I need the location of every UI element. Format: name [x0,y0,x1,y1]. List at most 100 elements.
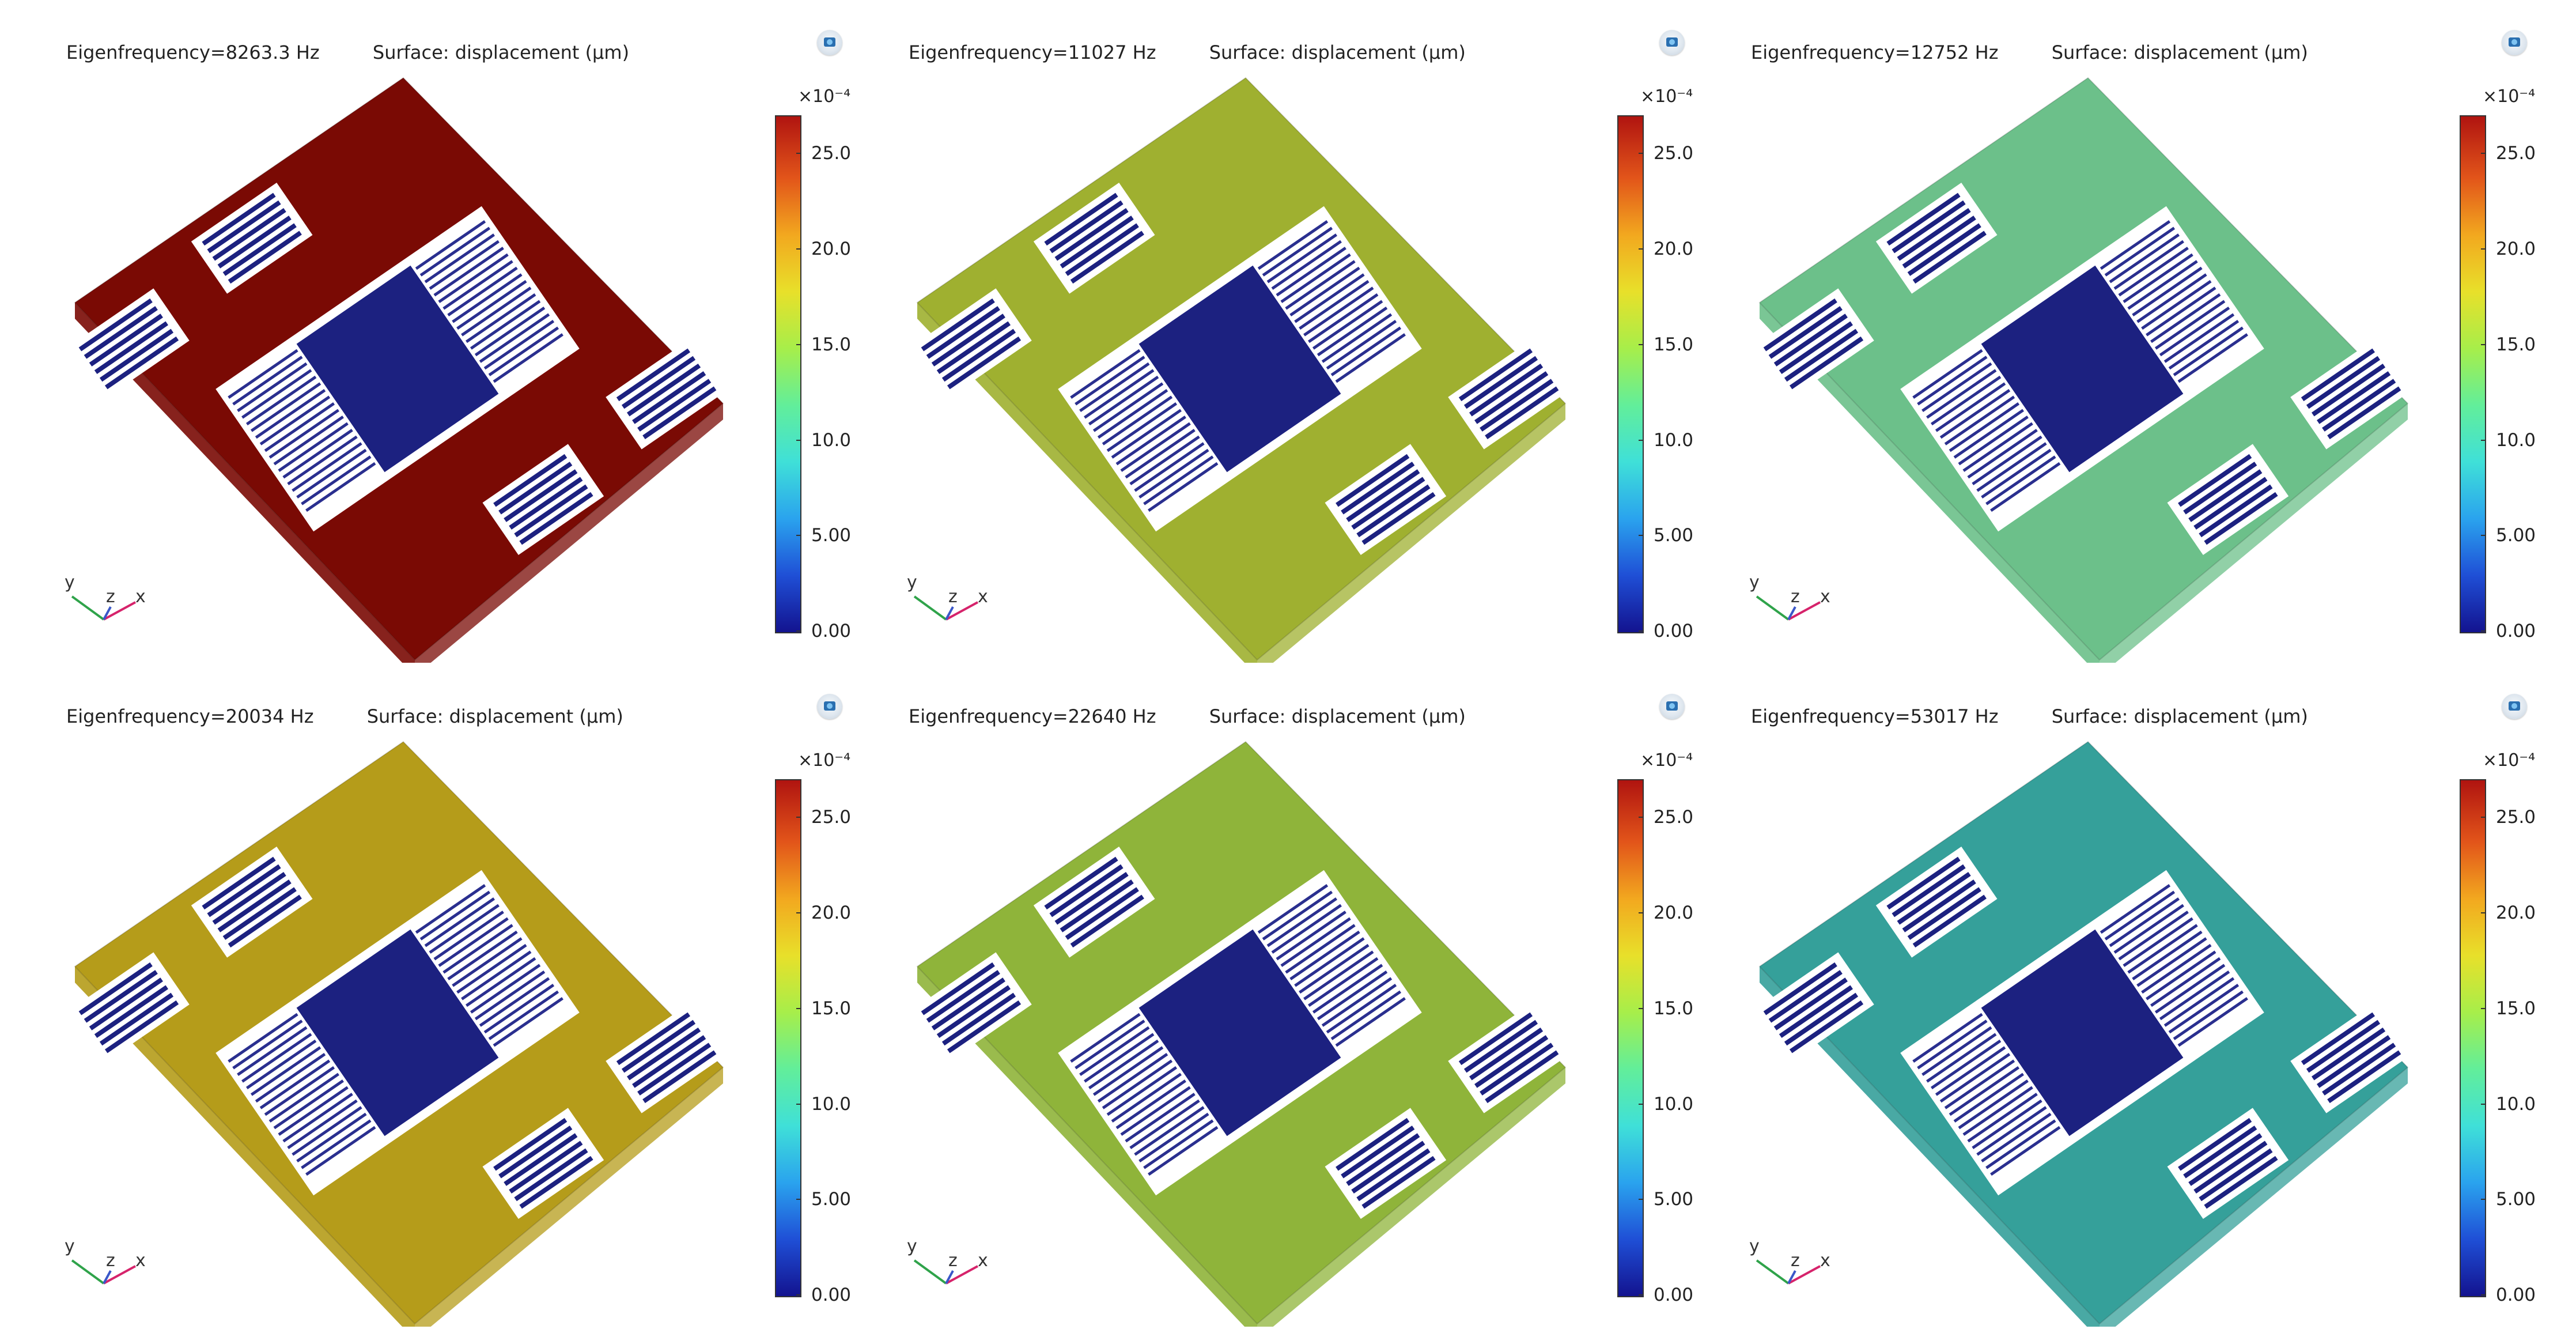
camera-view-icon[interactable] [1659,30,1685,55]
plate-edge [415,1067,723,1327]
axis-label-x: x [978,587,988,607]
spring-beam [504,469,578,522]
colorbar-exponent: ×10⁻⁴ [2483,750,2536,771]
eigenfrequency-label: Eigenfrequency=12752 Hz [1751,41,1999,63]
panel-title: Eigenfrequency=12752 Hz Surface: displac… [1751,41,2308,63]
spring-beam [1902,216,1976,269]
colorbar-tick-label: 10.0 [1654,1093,1694,1115]
axis-label-y: y [907,572,917,592]
camera-view-icon[interactable] [1659,694,1685,719]
eigenfrequency-label: Eigenfrequency=11027 Hz [909,41,1156,63]
axis-z [945,606,954,620]
surface-label: Surface: displacement (µm) [2051,705,2308,727]
proof-mass [1138,265,1341,473]
comb-fingers [228,220,563,512]
spring-beam [2306,1019,2381,1073]
axis-triad: y z x [907,1236,988,1285]
colorbar [775,779,801,1297]
spring-beam [78,298,153,352]
colorbar-tick-mark [1639,912,1643,914]
surface-label: Surface: displacement (µm) [372,41,630,63]
colorbar-tick-label: 10.0 [1654,429,1694,451]
colorbar-tick-mark [796,1103,801,1105]
colorbar-tick-mark [1639,439,1643,441]
camera-view-icon[interactable] [817,694,842,719]
spring-beam [921,298,995,352]
spring-beam [1469,1027,1544,1081]
colorbar-tick-label: 5.00 [811,525,852,546]
colorbar-tick-mark [2481,1294,2486,1296]
colorbar-tick-label: 20.0 [1654,239,1694,260]
colorbar-exponent: ×10⁻⁴ [1640,750,1693,771]
spring-beam [637,379,712,432]
colorbar-tick-label: 25.0 [2496,807,2536,828]
spring-beam [1784,992,1859,1046]
spring-beam [1789,336,1864,390]
spring-beam [2193,1141,2268,1194]
spring-beam [2301,348,2375,402]
spring-beam [2301,1012,2375,1066]
spring-beam [1897,207,1971,261]
plate-edge [1257,1067,1565,1327]
axis-triad: y z x [1749,1236,1830,1285]
colorbar-tick-label: 15.0 [1654,998,1694,1019]
spring-beam [1060,216,1134,269]
axis-label-y: y [1749,1236,1760,1256]
spring-beam [1044,192,1118,246]
spring-beam [936,985,1011,1039]
axis-label-x: x [1820,1251,1830,1271]
spring-beam [222,223,297,276]
spring-beam [2183,1126,2257,1179]
spring-beam [1912,231,1987,284]
colorbar-tick-label: 25.0 [811,143,852,164]
plate-edge [917,966,1257,1327]
spring-beam [1480,1043,1554,1096]
plate-edge [1760,303,2100,663]
plate-edge [75,303,415,663]
spring-beam [1054,871,1129,925]
comb-fingers [228,883,563,1176]
colorbar-tick-mark [796,248,801,250]
surface-label: Surface: displacement (µm) [2051,41,2308,63]
colorbar-exponent: ×10⁻⁴ [798,750,851,771]
camera-view-icon[interactable] [2502,30,2527,55]
axis-label-z: z [1791,1251,1800,1271]
spring-beam [947,336,1022,390]
axis-z [103,1270,112,1284]
colorbar-tick-label: 15.0 [1654,334,1694,355]
colorbar-tick-label: 0.00 [1654,1285,1694,1305]
camera-view-icon[interactable] [2502,694,2527,719]
spring-beam [1763,298,1837,352]
axis-y [913,595,947,621]
spring-beam [621,1019,696,1073]
colorbar-tick-label: 0.00 [1654,621,1694,641]
axis-z [945,1270,954,1284]
colorbar-tick-mark [2481,343,2486,345]
spring-beam [1779,985,1853,1039]
colorbar-tick-mark [1639,153,1643,154]
spring-beam [514,1148,588,1202]
spring-beam [1784,328,1859,382]
colorbar-tick-label: 5.00 [811,1189,852,1210]
colorbar-tick-mark [1639,1294,1643,1296]
spring-beam [926,970,1000,1023]
axis-label-z: z [1791,587,1800,607]
colorbar-tick-mark [1639,1103,1643,1105]
colorbar-exponent: ×10⁻⁴ [1640,86,1693,107]
axis-y [1756,595,1790,621]
spring-beam [94,985,168,1039]
colorbar-tick-label: 15.0 [811,334,852,355]
axis-label-z: z [106,1251,115,1271]
spring-beam [1044,856,1118,910]
spring-beam [1474,371,1549,424]
colorbar-tick-label: 15.0 [811,998,852,1019]
colorbar-tick-mark [796,817,801,818]
colorbar-tick-label: 25.0 [1654,807,1694,828]
camera-view-icon[interactable] [817,30,842,55]
spring-beam [1763,962,1837,1015]
colorbar-tick-label: 5.00 [2496,1189,2536,1210]
